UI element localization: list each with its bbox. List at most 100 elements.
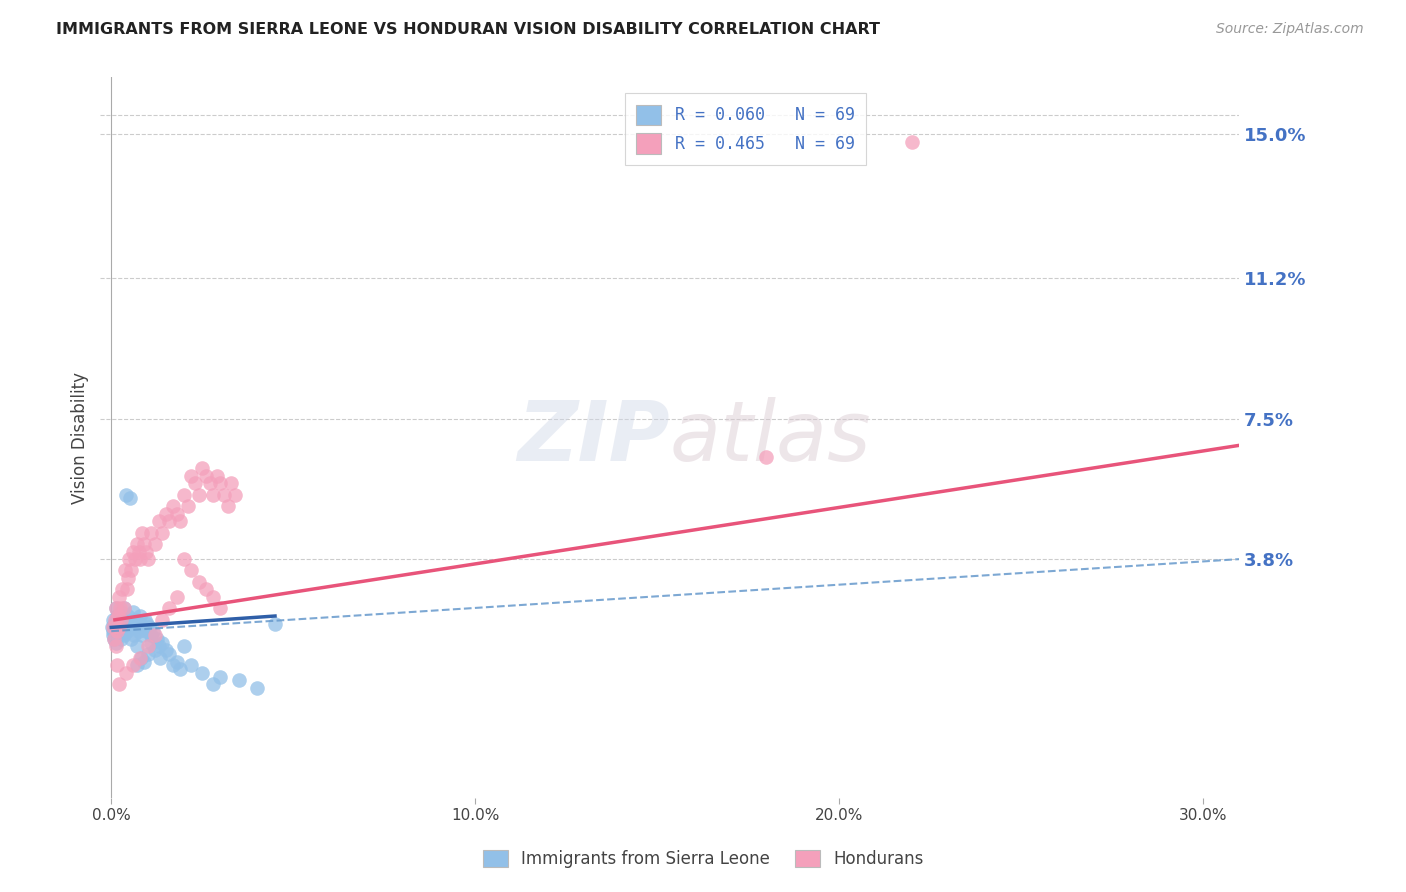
Point [187, 488, 209, 502]
Point [103, 632, 125, 646]
Point [173, 640, 195, 654]
Point [180, 658, 202, 673]
Point [173, 488, 195, 502]
Point [202, 590, 225, 604]
Point [202, 677, 225, 691]
Point [104, 620, 127, 634]
Point [122, 658, 145, 673]
Point [202, 488, 225, 502]
Point [755, 450, 778, 464]
Point [115, 616, 138, 631]
Point [111, 582, 134, 597]
Point [104, 601, 127, 615]
Text: IMMIGRANTS FROM SIERRA LEONE VS HONDURAN VISION DISABILITY CORRELATION CHART: IMMIGRANTS FROM SIERRA LEONE VS HONDURAN… [56, 22, 880, 37]
Point [114, 620, 136, 634]
Point [138, 620, 160, 634]
Point [173, 552, 195, 566]
Point [228, 673, 250, 688]
Point [264, 616, 287, 631]
Point [105, 609, 128, 624]
Point [101, 613, 124, 627]
Point [139, 628, 162, 642]
Point [107, 677, 129, 691]
Point [127, 640, 149, 654]
Y-axis label: Vision Disability: Vision Disability [72, 372, 89, 504]
Point [108, 590, 131, 604]
Point [120, 632, 142, 646]
Point [184, 476, 207, 491]
Point [150, 635, 173, 649]
Point [110, 601, 132, 615]
Point [149, 650, 172, 665]
Point [198, 476, 221, 491]
Point [112, 601, 135, 615]
Point [169, 514, 191, 528]
Point [124, 620, 146, 634]
Point [150, 525, 173, 540]
Point [155, 507, 177, 521]
Point [136, 616, 159, 631]
Point [145, 632, 167, 646]
Point [209, 670, 232, 684]
Point [117, 609, 139, 624]
Point [124, 552, 146, 566]
Point [122, 628, 145, 642]
Point [166, 655, 188, 669]
Point [212, 488, 235, 502]
Point [129, 650, 152, 665]
Point [136, 640, 159, 654]
Point [142, 624, 165, 639]
Point [134, 613, 156, 627]
Point [101, 628, 124, 642]
Point [901, 135, 924, 149]
Point [101, 620, 124, 634]
Text: atlas: atlas [669, 397, 872, 478]
Point [132, 655, 155, 669]
Point [169, 662, 191, 676]
Point [125, 537, 148, 551]
Point [129, 552, 152, 566]
Point [176, 499, 198, 513]
Point [180, 564, 202, 578]
Point [114, 564, 136, 578]
Point [117, 571, 139, 585]
Point [105, 635, 128, 649]
Point [136, 647, 159, 661]
Point [141, 525, 163, 540]
Point [224, 488, 246, 502]
Point [122, 605, 145, 619]
Point [221, 476, 243, 491]
Point [135, 544, 157, 558]
Point [107, 628, 129, 642]
Point [110, 605, 132, 619]
Point [131, 525, 153, 540]
Point [105, 658, 128, 673]
Legend: Immigrants from Sierra Leone, Hondurans: Immigrants from Sierra Leone, Hondurans [475, 843, 931, 875]
Point [110, 620, 132, 634]
Point [135, 624, 157, 639]
Point [162, 499, 184, 513]
Point [129, 609, 152, 624]
Point [162, 658, 184, 673]
Point [125, 613, 148, 627]
Point [121, 616, 143, 631]
Point [120, 491, 142, 506]
Point [205, 468, 228, 483]
Point [148, 640, 170, 654]
Point [166, 507, 188, 521]
Legend: R = 0.060   N = 69, R = 0.465   N = 69: R = 0.060 N = 69, R = 0.465 N = 69 [624, 93, 866, 165]
Point [110, 613, 132, 627]
Point [132, 537, 155, 551]
Point [159, 601, 181, 615]
Point [117, 624, 139, 639]
Point [191, 665, 214, 680]
Point [104, 613, 127, 627]
Point [115, 582, 138, 597]
Point [150, 613, 173, 627]
Point [148, 514, 170, 528]
Point [105, 624, 128, 639]
Point [114, 665, 136, 680]
Point [128, 544, 150, 558]
Point [155, 643, 177, 657]
Point [108, 616, 131, 631]
